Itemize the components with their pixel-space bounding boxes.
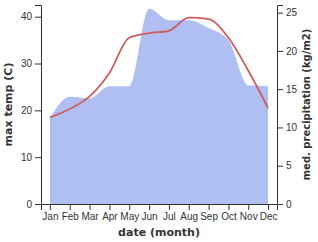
tick: Aug (180, 204, 198, 222)
tick-mark (248, 204, 249, 210)
tick-label: Dec (260, 211, 278, 222)
tick: Oct (221, 204, 237, 222)
tick-label: Jan (42, 211, 58, 222)
tick-label: 30 (21, 58, 33, 69)
y-axis-title: max temp (C) (2, 63, 15, 147)
tick-label: Aug (180, 211, 198, 222)
tick-mark (35, 204, 41, 205)
y2-axis: 0 5 10 15 20 25 (277, 6, 298, 210)
tick-mark (277, 127, 283, 128)
tick: 25 (277, 7, 298, 18)
tick-mark (277, 89, 283, 90)
tick-mark (277, 166, 283, 167)
temperature-line (50, 18, 268, 118)
tick-mark (268, 204, 269, 210)
axis-line (42, 205, 278, 211)
tick-label: 10 (286, 122, 298, 133)
tick-mark (228, 204, 229, 210)
tick-mark (209, 204, 210, 210)
tick-label: 40 (21, 11, 33, 22)
tick-label: 20 (286, 46, 298, 57)
tick: Nov (240, 204, 258, 222)
plot-area (50, 9, 268, 204)
tick-label: 5 (286, 160, 292, 171)
axis-line (278, 6, 284, 205)
tick-mark (70, 204, 71, 210)
tick: 30 (21, 58, 41, 69)
tick-label: 25 (286, 7, 298, 18)
tick: 20 (277, 46, 298, 57)
tick-label: 0 (286, 199, 292, 210)
tick: 20 (21, 105, 41, 116)
tick: Jan (42, 204, 58, 222)
tick-label: Sep (200, 211, 218, 222)
tick: Dec (260, 204, 278, 222)
tick-label: Jul (163, 211, 176, 222)
tick-mark (277, 51, 283, 52)
tick: 10 (21, 152, 41, 163)
tick-label: 10 (21, 152, 33, 163)
y-axis: 0 10 20 30 40 (21, 6, 42, 210)
tick: Apr (102, 204, 118, 222)
axis-line (35, 6, 42, 205)
y2-axis-title: med. precipitation (kg/m2) (301, 29, 312, 181)
x-axis: Jan FebMarAprMayJun Jul AugSepOctNovDec (42, 204, 278, 222)
tick: Jun (142, 204, 158, 222)
tick: 0 (277, 199, 292, 210)
tick: Sep (200, 204, 218, 222)
tick-mark (189, 204, 190, 210)
tick-mark (35, 64, 41, 65)
tick-label: 15 (286, 84, 298, 95)
tick-label: Jun (142, 211, 158, 222)
tick-mark (277, 204, 283, 205)
tick-label: 20 (21, 105, 33, 116)
tick-mark (129, 204, 130, 210)
tick: Mar (81, 204, 99, 222)
tick-label: Mar (81, 211, 99, 222)
tick: Jul (163, 204, 176, 222)
precipitation-area (50, 9, 268, 204)
tick: 40 (21, 11, 41, 22)
tick: 15 (277, 84, 298, 95)
chart: Jan FebMarAprMayJun Jul AugSepOctNovDec 0 10 2… (0, 0, 318, 242)
tick-label: Apr (102, 211, 118, 222)
tick-mark (109, 204, 110, 210)
tick: 10 (277, 122, 298, 133)
tick-label: Oct (221, 211, 237, 222)
tick-mark (90, 204, 91, 210)
tick-label: May (120, 211, 139, 222)
tick-mark (50, 204, 51, 210)
tick-mark (35, 110, 41, 111)
tick-mark (277, 13, 283, 14)
tick: May (120, 204, 139, 222)
tick-label: Feb (62, 211, 80, 222)
tick-label: 0 (26, 199, 32, 210)
tick-mark (149, 204, 150, 210)
tick-mark (35, 157, 41, 158)
tick: Feb (62, 204, 80, 222)
tick-mark (35, 17, 41, 18)
tick-mark (169, 204, 170, 210)
tick: 5 (277, 160, 292, 171)
tick: 0 (26, 199, 41, 210)
tick-label: Nov (240, 211, 258, 222)
x-axis-title: date (month) (118, 226, 200, 239)
